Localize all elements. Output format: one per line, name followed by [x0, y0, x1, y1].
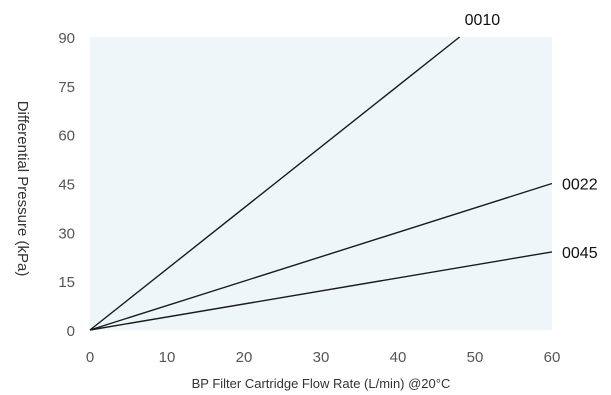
series-labels: 0010 0022 0045 — [465, 12, 598, 262]
x-tick-label: 10 — [159, 349, 176, 366]
series-label-0022: 0022 — [562, 177, 598, 194]
y-tick-label: 30 — [58, 225, 75, 242]
x-tick-label: 40 — [390, 349, 407, 366]
y-tick-label: 0 — [67, 323, 75, 340]
series-line-0045 — [89, 251, 553, 331]
y-tick-label: 75 — [58, 79, 75, 96]
x-tick-label: 50 — [467, 349, 484, 366]
y-tick-label: 15 — [58, 274, 75, 291]
y-tick-label: 45 — [58, 177, 75, 194]
x-axis-ticks: 0 10 20 30 40 50 60 — [86, 349, 561, 366]
series-label-0045: 0045 — [562, 245, 598, 262]
x-tick-label: 0 — [86, 349, 94, 366]
x-tick-label: 60 — [544, 349, 561, 366]
series-label-0010: 0010 — [465, 12, 501, 29]
plot-area — [90, 37, 552, 330]
x-tick-label: 30 — [313, 349, 330, 366]
series-line-0022 — [89, 182, 553, 331]
series-lines — [89, 36, 553, 331]
y-tick-label: 60 — [58, 128, 75, 145]
x-tick-label: 20 — [236, 349, 253, 366]
series-line-0010 — [89, 36, 461, 331]
y-axis-ticks: 0 15 30 45 60 75 90 — [58, 30, 75, 340]
x-axis-label: BP Filter Cartridge Flow Rate (L/min) @2… — [192, 376, 451, 391]
y-tick-label: 90 — [58, 30, 75, 47]
y-axis-label: Differential Pressure (kPa) — [14, 101, 31, 277]
